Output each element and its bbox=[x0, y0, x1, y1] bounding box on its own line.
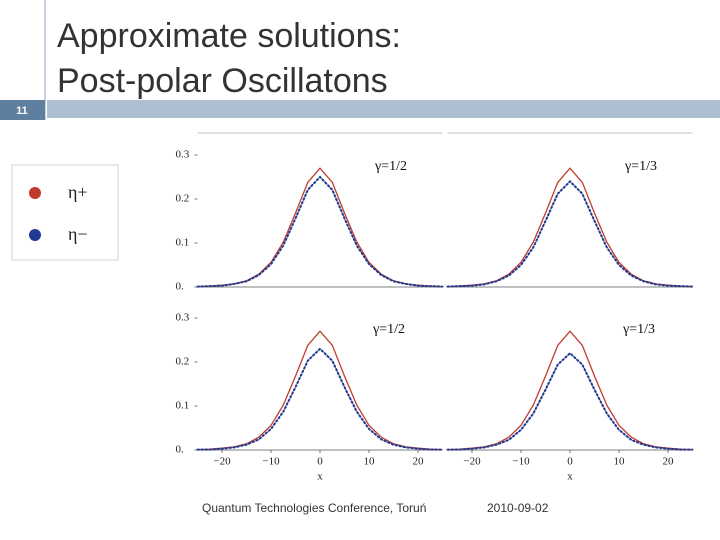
y-tick-label: 0.1 bbox=[176, 400, 190, 412]
legend-marker bbox=[29, 187, 41, 199]
y-tick-label: 0.3 bbox=[176, 149, 190, 161]
series-line bbox=[196, 347, 444, 451]
x-tick-label: −20 bbox=[213, 456, 231, 468]
series-line bbox=[196, 175, 444, 288]
series-line bbox=[446, 179, 694, 288]
x-tick-label: 20 bbox=[663, 456, 675, 468]
x-axis-label: x bbox=[317, 471, 323, 483]
x-tick-label: 0 bbox=[567, 456, 573, 468]
x-tick-label: 10 bbox=[364, 456, 376, 468]
x-tick-label: 20 bbox=[413, 456, 425, 468]
number-box bbox=[0, 100, 45, 120]
header-bar bbox=[47, 100, 720, 118]
y-tick-label: 0.1 bbox=[176, 237, 190, 249]
x-tick-label: 0 bbox=[317, 456, 323, 468]
x-tick-label: 10 bbox=[614, 456, 626, 468]
slide-number: 11 bbox=[16, 105, 28, 117]
legend-marker bbox=[29, 229, 41, 241]
y-tick-label: 0.2 bbox=[176, 193, 190, 205]
footer: Quantum Technologies Conference, Toruń bbox=[202, 501, 426, 515]
series-line bbox=[447, 167, 693, 288]
x-axis-label: x bbox=[567, 471, 573, 483]
y-tick-label: 0.2 bbox=[176, 356, 190, 368]
legend-box bbox=[11, 164, 119, 261]
y-tick-label: 0. bbox=[176, 281, 185, 293]
series-line bbox=[197, 167, 443, 288]
x-tick-label: −10 bbox=[262, 456, 280, 468]
annotation: γ=1/3 bbox=[622, 322, 655, 337]
legend-label: η− bbox=[68, 224, 88, 244]
annotation: γ=1/2 bbox=[374, 159, 407, 174]
y-tick-label: 0.3 bbox=[176, 312, 190, 324]
x-tick-label: −20 bbox=[463, 456, 481, 468]
date: 2010-09-02 bbox=[487, 501, 549, 515]
series-line bbox=[446, 351, 694, 451]
annotation: γ=1/2 bbox=[372, 322, 405, 337]
legend-label: η+ bbox=[68, 182, 88, 202]
y-tick-label: 0. bbox=[176, 444, 185, 456]
series-line bbox=[447, 330, 693, 451]
slide-title: Approximate solutions: Post-polar Oscilla… bbox=[57, 17, 401, 100]
annotation: γ=1/3 bbox=[624, 159, 657, 174]
x-tick-label: −10 bbox=[512, 456, 530, 468]
